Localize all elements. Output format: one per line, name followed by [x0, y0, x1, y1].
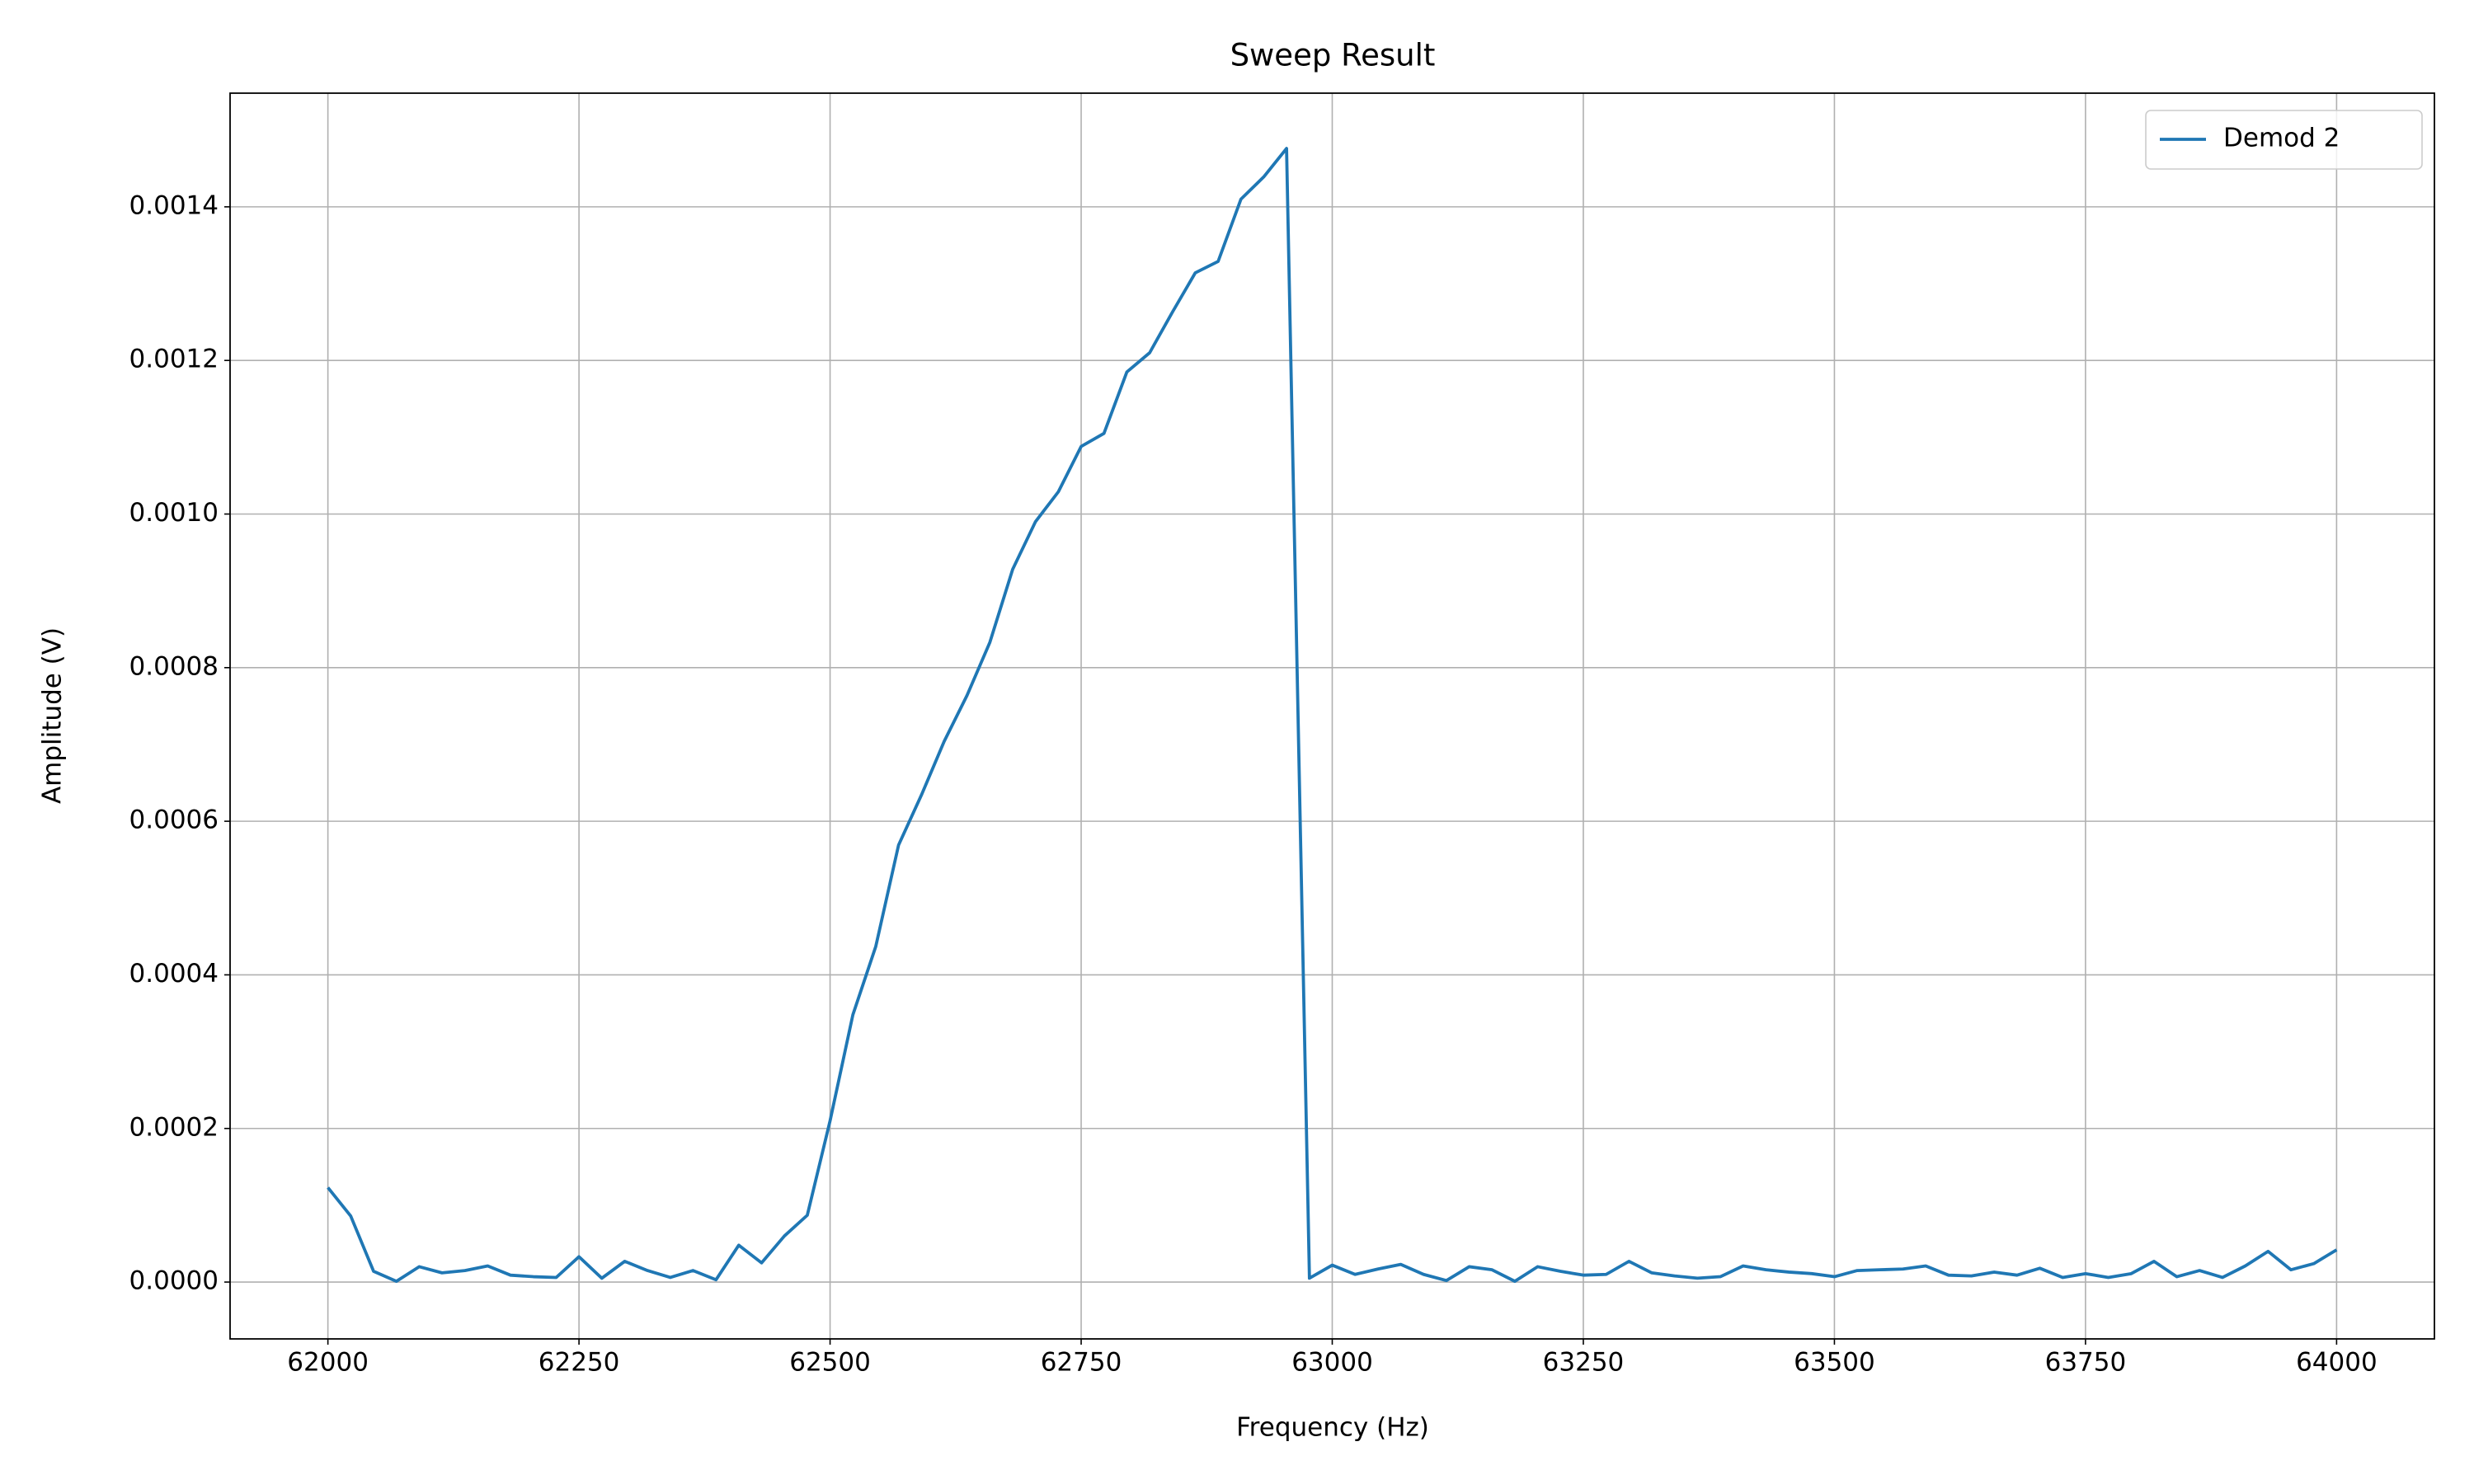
y-tick-label: 0.0012	[129, 345, 219, 374]
x-tick-label: 63750	[2045, 1348, 2127, 1378]
x-tick-label: 63000	[1291, 1348, 1373, 1378]
y-axis-label: Amplitude (V)	[38, 627, 68, 804]
x-tick-label: 63500	[1794, 1348, 1875, 1378]
x-tick-label: 62000	[287, 1348, 369, 1378]
y-tick-label: 0.0008	[129, 651, 219, 681]
x-tick-label: 62750	[1041, 1348, 1122, 1378]
y-tick-label: 0.0010	[129, 498, 219, 528]
data-line	[327, 147, 2338, 1284]
plot-frame	[229, 92, 2435, 1340]
y-tick-label: 0.0002	[129, 1112, 219, 1142]
y-tick-label: 0.0014	[129, 190, 219, 220]
x-tick-label: 64000	[2296, 1348, 2378, 1378]
legend-box	[2145, 110, 2423, 170]
chart-title: Sweep Result	[1230, 38, 1436, 73]
y-tick-label: 0.0004	[129, 959, 219, 989]
x-tick-label: 62250	[539, 1348, 620, 1378]
x-axis-label: Frequency (Hz)	[1236, 1413, 1429, 1443]
x-tick-label: 62500	[789, 1348, 871, 1378]
legend-label: Demod 2	[2223, 124, 2340, 153]
y-tick-label: 0.0006	[129, 805, 219, 835]
y-tick-label: 0.0000	[129, 1266, 219, 1296]
x-tick-label: 63250	[1543, 1348, 1625, 1378]
